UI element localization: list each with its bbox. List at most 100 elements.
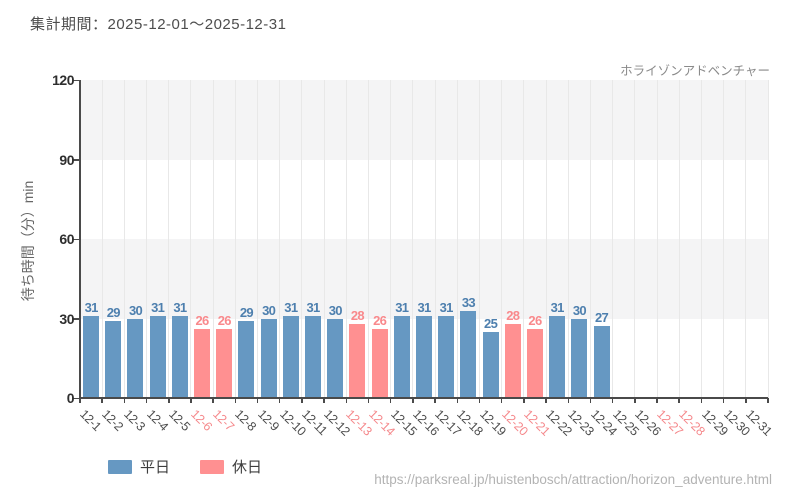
vertical-gridline <box>345 80 347 398</box>
x-axis-tick <box>545 398 547 403</box>
wait-time-value-label: 30 <box>328 302 343 318</box>
vertical-gridline <box>257 80 259 398</box>
wait-time-value-label: 31 <box>84 299 99 315</box>
vertical-gridline <box>101 80 103 398</box>
weekday-wait-bar[interactable] <box>305 315 322 398</box>
plot-band <box>80 239 768 319</box>
weekday-wait-bar[interactable] <box>593 326 610 398</box>
wait-time-value-label: 29 <box>239 305 254 321</box>
report-period-title: 集計期間：2025-12-01～2025-12-31 <box>30 16 287 33</box>
x-axis-tick <box>256 398 259 403</box>
x-axis-tick <box>101 398 103 403</box>
weekday-wait-bar[interactable] <box>393 315 410 398</box>
weekday-wait-bar[interactable] <box>416 315 432 398</box>
legend-item-weekday[interactable]: 平日 <box>108 456 170 477</box>
holiday-wait-bar[interactable] <box>371 329 388 398</box>
vertical-gridline <box>523 80 525 398</box>
x-axis-tick <box>523 398 525 403</box>
x-axis-tick <box>745 398 747 403</box>
vertical-gridline <box>234 80 236 398</box>
vertical-gridline <box>745 80 747 398</box>
weekday-wait-bar[interactable] <box>438 315 455 398</box>
weekday-wait-bar[interactable] <box>327 318 344 398</box>
holiday-wait-bar[interactable] <box>504 323 521 398</box>
x-axis-tick <box>389 398 392 403</box>
x-axis-tick <box>190 398 192 403</box>
y-axis-tick <box>73 159 79 161</box>
weekday-color-swatch <box>108 459 132 474</box>
vertical-gridline <box>700 80 702 398</box>
wait-time-value-label: 31 <box>151 299 165 315</box>
vertical-gridline <box>146 80 148 398</box>
vertical-gridline <box>723 80 725 398</box>
y-axis-tick <box>73 397 79 399</box>
holiday-wait-bar[interactable] <box>526 329 543 398</box>
vertical-gridline <box>434 80 436 398</box>
weekday-wait-bar[interactable] <box>282 315 299 398</box>
wait-time-value-label: 31 <box>306 299 321 315</box>
legend-item-holiday[interactable]: 休日 <box>200 456 262 477</box>
wait-time-value-label: 26 <box>217 313 232 329</box>
vertical-gridline <box>390 80 392 398</box>
weekday-wait-bar[interactable] <box>549 315 566 398</box>
x-axis-tick <box>678 398 680 403</box>
wait-time-value-label: 28 <box>350 307 365 323</box>
weekday-wait-bar[interactable] <box>238 321 255 398</box>
x-axis-tick <box>278 398 281 403</box>
weekday-wait-bar[interactable] <box>127 318 144 398</box>
vertical-gridline <box>478 80 480 398</box>
wait-time-bar-chart: 0 30 60 90 120 31 29 30 31 31 26 26 29 30 31 31 30 28 26 31… <box>52 72 774 438</box>
y-tick-label: 60 <box>59 231 74 247</box>
weekday-wait-bar[interactable] <box>105 321 122 398</box>
vertical-gridline <box>190 80 192 398</box>
holiday-color-swatch <box>200 459 225 474</box>
weekday-wait-bar[interactable] <box>83 315 100 398</box>
x-axis-tick <box>301 398 303 403</box>
y-axis-line <box>79 80 81 398</box>
vertical-gridline <box>656 80 658 398</box>
legend-label: 休日 <box>232 459 263 476</box>
date-tick-label: 12-1 <box>77 407 104 434</box>
vertical-gridline <box>279 80 281 398</box>
vertical-gridline <box>168 80 170 398</box>
date-tick-label: 12-6 <box>188 407 215 434</box>
wait-time-value-label: 31 <box>395 299 409 315</box>
weekday-wait-bar[interactable] <box>460 310 477 398</box>
weekday-wait-bar[interactable] <box>260 318 277 398</box>
weekday-wait-bar[interactable] <box>171 315 188 398</box>
vertical-gridline <box>567 80 569 398</box>
x-axis-tick <box>234 398 237 403</box>
x-axis-tick <box>145 398 148 403</box>
date-tick-label: 12-2 <box>99 407 127 434</box>
x-axis-tick <box>212 398 214 403</box>
wait-time-value-label: 31 <box>173 299 187 315</box>
date-tick-label: 12-3 <box>121 407 149 434</box>
weekday-wait-bar[interactable] <box>571 318 588 398</box>
wait-time-value-label: 30 <box>262 302 276 318</box>
x-axis-tick <box>634 398 636 403</box>
date-tick-label: 12-8 <box>232 407 260 434</box>
y-tick-label: 90 <box>59 151 74 168</box>
wait-time-value-label: 25 <box>484 315 498 331</box>
x-axis-tick <box>722 398 725 403</box>
vertical-gridline <box>767 80 769 398</box>
vertical-gridline <box>501 80 503 398</box>
x-axis-tick <box>456 398 459 403</box>
x-axis-tick <box>478 398 481 403</box>
weekday-wait-bar[interactable] <box>149 315 166 398</box>
y-tick-label: 0 <box>66 390 75 406</box>
x-axis-tick <box>345 398 348 403</box>
date-tick-label: 12-4 <box>143 407 171 434</box>
vertical-gridline <box>678 80 680 398</box>
x-axis-line <box>80 397 768 399</box>
legend-label: 平日 <box>140 459 171 476</box>
date-tick-label: 12-9 <box>254 407 282 434</box>
weekday-wait-bar[interactable] <box>482 331 499 398</box>
holiday-wait-bar[interactable] <box>194 329 211 398</box>
holiday-wait-bar[interactable] <box>349 323 366 398</box>
holiday-wait-bar[interactable] <box>216 329 233 398</box>
wait-time-value-label: 28 <box>506 307 520 323</box>
wait-time-value-label: 30 <box>128 302 143 318</box>
wait-time-value-label: 27 <box>595 310 609 326</box>
wait-time-value-label: 26 <box>373 313 387 329</box>
